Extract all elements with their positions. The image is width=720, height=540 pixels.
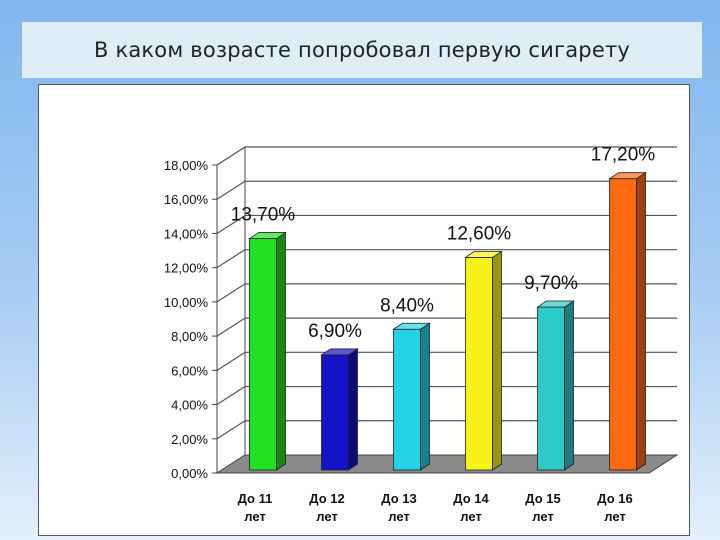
bar-top bbox=[320, 348, 359, 356]
y-tick-label: 6,00% bbox=[171, 363, 208, 378]
bar-side bbox=[276, 231, 286, 471]
x-tick-label: лет bbox=[460, 509, 482, 524]
bar-top bbox=[608, 172, 647, 180]
x-tick-label: До 12 bbox=[309, 491, 344, 506]
data-label: 8,40% bbox=[380, 295, 434, 316]
data-label: 9,70% bbox=[524, 273, 578, 294]
x-tick-label: До 13 bbox=[381, 491, 416, 506]
gridline-depth bbox=[216, 386, 246, 406]
x-tick-label: До 16 bbox=[597, 491, 632, 506]
bar bbox=[465, 256, 493, 471]
data-label: 13,70% bbox=[231, 205, 296, 226]
bar bbox=[609, 178, 637, 471]
bar-side bbox=[636, 171, 646, 471]
x-tick-label: лет bbox=[532, 509, 554, 524]
chart-floor bbox=[215, 454, 679, 474]
y-tick-label: 14,00% bbox=[164, 226, 209, 241]
gridline-depth bbox=[216, 146, 246, 166]
bar-top bbox=[536, 300, 575, 308]
y-tick-label: 8,00% bbox=[171, 329, 208, 344]
x-tick-label: лет bbox=[316, 509, 338, 524]
bar-top bbox=[464, 250, 503, 258]
title-box: В каком возрасте попробовал первую сигар… bbox=[22, 22, 702, 78]
gridline-depth bbox=[216, 317, 246, 337]
bar-side bbox=[420, 322, 430, 471]
gridline-depth bbox=[216, 420, 246, 440]
data-label: 17,20% bbox=[591, 145, 656, 166]
x-tick-label: лет bbox=[604, 509, 626, 524]
data-label: 6,90% bbox=[308, 321, 362, 342]
y-tick-label: 4,00% bbox=[171, 398, 208, 413]
chart-frame: 0,00% 2,00% 4,00% 6,00% 8,00% 10,00% 12,00% 14,… bbox=[38, 84, 690, 536]
gridline-depth bbox=[216, 249, 246, 269]
gridline-depth bbox=[216, 351, 246, 371]
x-tick-label: До 15 bbox=[525, 491, 560, 506]
bar bbox=[321, 354, 349, 471]
gridline-depth bbox=[216, 180, 246, 200]
bar-side bbox=[348, 348, 358, 471]
slide-title: В каком возрасте попробовал первую сигар… bbox=[93, 38, 631, 62]
y-tick-label: 12,00% bbox=[164, 261, 209, 276]
x-tick-label: лет bbox=[244, 509, 266, 524]
x-tick-label: лет bbox=[388, 509, 410, 524]
gridline-depth bbox=[216, 283, 246, 303]
bar-chart: 0,00% 2,00% 4,00% 6,00% 8,00% 10,00% 12,00% 14,… bbox=[164, 145, 679, 524]
y-tick-label: 0,00% bbox=[171, 466, 208, 481]
data-label: 12,60% bbox=[447, 223, 512, 244]
bar bbox=[537, 306, 565, 471]
bar bbox=[249, 238, 277, 471]
y-tick-label: 16,00% bbox=[164, 192, 209, 207]
y-tick-label: 10,00% bbox=[164, 295, 209, 310]
y-tick-label: 18,00% bbox=[164, 158, 209, 173]
bar-side bbox=[564, 300, 574, 471]
y-tick-label: 2,00% bbox=[171, 432, 208, 447]
x-tick-label: До 11 bbox=[238, 491, 273, 506]
x-tick-label: До 14 bbox=[453, 491, 489, 506]
gridline-depth bbox=[216, 214, 246, 234]
bar bbox=[393, 328, 421, 471]
bar-top bbox=[248, 232, 287, 239]
bar-top bbox=[392, 322, 431, 330]
bar-side bbox=[492, 250, 502, 471]
